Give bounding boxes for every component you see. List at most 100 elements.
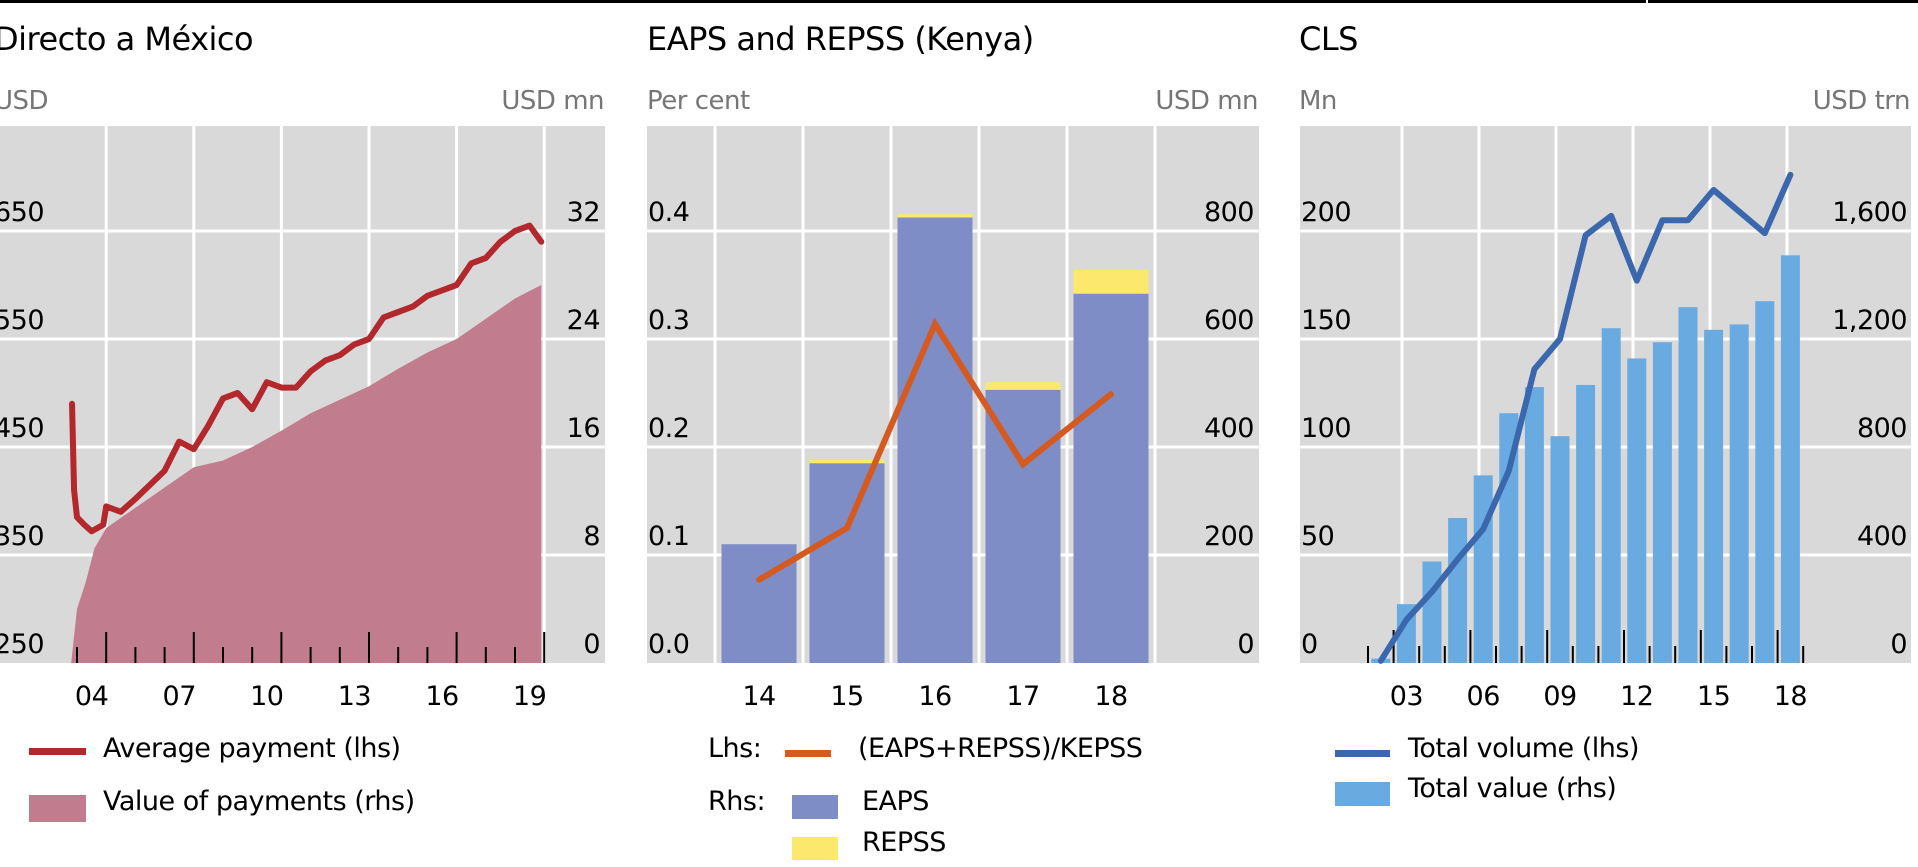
bar-total-value <box>1755 301 1775 663</box>
x-tick-label: 10 <box>250 681 283 712</box>
y-tick-label-right: 400 <box>1857 521 1907 552</box>
x-tick-label: 16 <box>425 681 458 712</box>
top-rule-right <box>1648 0 1918 3</box>
legend-area-swatch <box>29 795 86 822</box>
y-tick-label-right: 400 <box>1204 413 1254 444</box>
bar-repss <box>985 382 1061 390</box>
y-tick-label-left: 100 <box>1301 413 1351 444</box>
chart-cls: 0 50 100 150 200 0 400 800 1,200 1,600 03 06 09 12 15 1… <box>1300 126 1911 712</box>
right-axis-unit: USD mn <box>501 86 604 116</box>
y-tick-label-left: 0.2 <box>648 413 689 444</box>
legend-rhs-label: Rhs: <box>708 786 766 817</box>
bar-eaps <box>1073 293 1149 663</box>
y-tick-label-right: 0 <box>1890 629 1907 660</box>
x-tick-label: 17 <box>1006 681 1039 712</box>
x-tick-label: 04 <box>75 681 108 712</box>
chart-title: EAPS and REPSS (Kenya) <box>647 20 1034 58</box>
y-tick-label-left: 550 <box>0 305 44 336</box>
bar-total-value <box>1550 436 1570 663</box>
y-tick-label-left: 650 <box>0 197 44 228</box>
bar-eaps <box>809 463 885 663</box>
line-average-payment <box>69 222 545 535</box>
left-axis-unit: Mn <box>1299 86 1337 116</box>
chart-title: CLS <box>1299 20 1358 58</box>
line-ratio <box>756 317 1114 583</box>
legend-eaps-swatch <box>792 795 838 819</box>
y-tick-label-left: 150 <box>1301 305 1351 336</box>
y-tick-label-right: 16 <box>567 413 600 444</box>
legend-label-total-volume: Total volume (lhs) <box>1408 733 1640 764</box>
chart-kenya: 0.0 0.1 0.2 0.3 0.4 0 200 400 600 800 14 15 16 17 18 <box>647 126 1259 712</box>
legend-line-swatch <box>29 748 86 755</box>
y-tick-label-right: 600 <box>1204 305 1254 336</box>
legend-label-value-of-payments: Value of payments (rhs) <box>103 786 415 817</box>
left-axis-unit: USD <box>0 86 49 116</box>
bar-total-value <box>1422 561 1442 663</box>
x-tick-label: 14 <box>742 681 775 712</box>
x-tick-label: 13 <box>338 681 371 712</box>
y-tick-label-left: 200 <box>1301 197 1351 228</box>
legend-label-ratio: (EAPS+REPSS)/KEPSS <box>858 733 1143 764</box>
y-tick-label-left: 0.0 <box>648 629 689 660</box>
legend-label-eaps: EAPS <box>862 786 929 817</box>
x-tick-label: 09 <box>1543 681 1576 712</box>
top-rule-left <box>0 0 1646 3</box>
y-tick-label-left: 250 <box>0 629 44 660</box>
bar-repss <box>897 214 973 218</box>
bar-eaps <box>897 217 973 663</box>
bar-total-value <box>1652 342 1672 663</box>
x-tick-label: 07 <box>163 681 196 712</box>
legend-repss-swatch <box>792 837 838 860</box>
line-total-volume <box>1377 171 1794 664</box>
bar-total-value <box>1627 358 1647 663</box>
y-tick-label-right: 32 <box>567 197 600 228</box>
legend-label-average-payment: Average payment (lhs) <box>103 733 401 764</box>
x-tick-label: 06 <box>1467 681 1500 712</box>
y-tick-label-right: 200 <box>1204 521 1254 552</box>
bar-total-value <box>1729 324 1749 663</box>
y-tick-label-right: 0 <box>583 629 600 660</box>
bar-repss <box>1073 269 1149 294</box>
area-value-of-payments <box>71 285 542 663</box>
panel-cls: CLS Mn USD trn Total volume (lhs) Total … <box>1280 0 1918 867</box>
y-tick-label-left: 350 <box>0 521 44 552</box>
legend-line-swatch <box>1335 750 1390 757</box>
bar-total-value <box>1448 518 1468 663</box>
y-tick-label-right: 800 <box>1204 197 1254 228</box>
y-tick-label-right: 800 <box>1857 413 1907 444</box>
chart-title: Directo a México <box>0 20 254 58</box>
x-tick-label: 15 <box>830 681 863 712</box>
y-tick-label-left: 0.3 <box>648 305 689 336</box>
bar-total-value <box>1678 307 1698 663</box>
bar-total-value <box>1704 329 1724 663</box>
legend-lhs-label: Lhs: <box>708 733 762 764</box>
chart-directo: 250 350 450 550 650 0 8 16 24 32 04 07 10 13 16 19 <box>0 126 605 712</box>
bar-total-value <box>1576 384 1596 663</box>
panel-kenya: EAPS and REPSS (Kenya) Per cent USD mn L… <box>640 0 1280 867</box>
y-tick-label-left: 0.1 <box>648 521 689 552</box>
legend-line-swatch <box>785 750 831 757</box>
y-tick-label-left: 0.4 <box>648 197 689 228</box>
x-tick-label: 18 <box>1094 681 1127 712</box>
x-tick-label: 03 <box>1390 681 1423 712</box>
y-tick-label-right: 0 <box>1237 629 1254 660</box>
left-axis-unit: Per cent <box>647 86 750 116</box>
y-tick-label-right: 1,200 <box>1832 305 1907 336</box>
bar-repss <box>809 459 885 464</box>
bar-eaps <box>985 389 1061 663</box>
bar-total-value <box>1524 387 1544 663</box>
legend-label-repss: REPSS <box>862 827 946 858</box>
x-tick-label: 12 <box>1620 681 1653 712</box>
panel-directo: Directo a México USD USD mn Average paym… <box>0 0 620 867</box>
y-tick-label-left: 450 <box>0 413 44 444</box>
y-tick-label-right: 8 <box>583 521 600 552</box>
y-tick-label-right: 1,600 <box>1832 197 1907 228</box>
bar-total-value <box>1601 328 1621 663</box>
x-tick-label: 18 <box>1774 681 1807 712</box>
y-tick-label-left: 50 <box>1301 521 1334 552</box>
legend-label-total-value: Total value (rhs) <box>1408 773 1617 804</box>
right-axis-unit: USD trn <box>1812 86 1911 116</box>
x-tick-label: 19 <box>513 681 546 712</box>
bar-total-value <box>1473 475 1493 663</box>
